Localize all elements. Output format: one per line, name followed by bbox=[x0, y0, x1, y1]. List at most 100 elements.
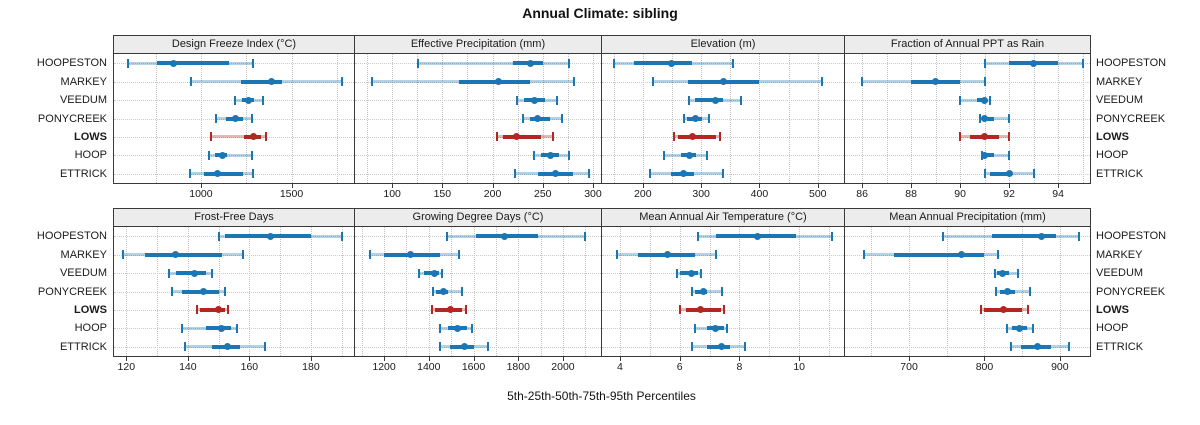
whisker-cap bbox=[726, 323, 729, 333]
axis-tick-label: 4 bbox=[617, 361, 623, 373]
axis-tick-label: 300 bbox=[692, 188, 710, 200]
whisker-cap bbox=[515, 95, 518, 105]
median-dot bbox=[689, 133, 697, 141]
whisker-cap bbox=[513, 169, 516, 179]
site-label-left: ETTRICK bbox=[59, 167, 107, 180]
whisker-cap bbox=[732, 58, 735, 68]
whisker-cap bbox=[567, 150, 570, 160]
whisker-cap bbox=[1081, 58, 1084, 68]
x-axis-label: 5th-25th-50th-75th-95th Percentiles bbox=[507, 389, 696, 403]
median-dot bbox=[552, 170, 560, 178]
plot-area bbox=[354, 53, 602, 184]
panel-x-axis: 700 800 900 bbox=[844, 357, 1091, 375]
median-dot bbox=[231, 115, 239, 122]
iqr-band-25-75 bbox=[695, 98, 723, 103]
row-guide bbox=[114, 309, 354, 311]
row-guide bbox=[355, 63, 601, 65]
whisker-cap bbox=[651, 77, 654, 87]
trellis-panel: Mean Annual Air Temperature (°C) 4 6 8 10 bbox=[601, 208, 845, 376]
site-label-right: HOOPESTON bbox=[1096, 57, 1167, 70]
site-label-left: HOOP bbox=[74, 149, 107, 162]
panel-x-axis: 1200 1400 1600 1800 2000 bbox=[354, 357, 602, 375]
site-label-right: HOOP bbox=[1096, 322, 1129, 335]
row-guide bbox=[845, 291, 1090, 293]
axis-tick-label: 300 bbox=[584, 188, 602, 200]
median-dot bbox=[1015, 324, 1023, 332]
whisker-cap bbox=[521, 114, 524, 123]
row-guide bbox=[114, 254, 354, 256]
row-guide bbox=[845, 100, 1090, 102]
row-guide bbox=[602, 100, 844, 102]
axis-tick bbox=[642, 184, 644, 188]
whisker-cap bbox=[567, 58, 570, 68]
site-label-right: LOWS bbox=[1096, 303, 1129, 316]
whisker-band-5-95 bbox=[209, 153, 252, 157]
site-label-left: HOOPESTON bbox=[36, 230, 107, 243]
strip-title: Elevation (m) bbox=[690, 38, 756, 50]
axis-tick-label: 140 bbox=[179, 361, 197, 373]
whisker-cap bbox=[696, 231, 699, 241]
site-label-right: HOOP bbox=[1096, 149, 1129, 162]
axis-tick-label: 900 bbox=[1051, 361, 1069, 373]
whisker-cap bbox=[690, 287, 693, 296]
axis-tick bbox=[249, 357, 251, 361]
whisker-cap bbox=[263, 342, 266, 352]
trellis-panel: Mean Annual Precipitation (mm) 700 800 900 bbox=[844, 208, 1091, 376]
row-guide bbox=[355, 346, 601, 348]
strip-title: Growing Degree Days (°C) bbox=[412, 211, 544, 223]
whisker-cap bbox=[495, 132, 498, 142]
axis-tick bbox=[960, 184, 962, 188]
whisker-cap bbox=[441, 268, 444, 278]
whisker-cap bbox=[720, 287, 723, 296]
panel-strip: Effective Precipitation (mm) bbox=[354, 35, 602, 54]
whisker-cap bbox=[1027, 305, 1030, 315]
whisker-band-5-95 bbox=[979, 117, 1010, 120]
axis-tick bbox=[291, 184, 293, 188]
row-guide bbox=[602, 118, 844, 120]
plot-area bbox=[113, 53, 355, 184]
row-guide bbox=[355, 100, 601, 102]
median-dot bbox=[999, 306, 1007, 314]
panel-strip: Mean Annual Precipitation (mm) bbox=[844, 208, 1091, 227]
whisker-cap bbox=[699, 268, 702, 278]
whisker-cap bbox=[223, 287, 226, 296]
iqr-band-25-75 bbox=[502, 134, 541, 139]
whisker-cap bbox=[675, 268, 678, 278]
site-label-left: VEEDUM bbox=[59, 267, 107, 280]
axis-tick-label: 120 bbox=[117, 361, 136, 373]
axis-tick bbox=[384, 357, 386, 361]
whisker-cap bbox=[532, 150, 535, 160]
whisker-cap bbox=[457, 250, 460, 260]
iqr-band-25-75 bbox=[989, 171, 1012, 176]
whisker-cap bbox=[1008, 150, 1011, 160]
iqr-band-25-75 bbox=[144, 252, 222, 257]
median-dot bbox=[932, 78, 940, 86]
whisker-band-5-95 bbox=[960, 98, 990, 102]
whisker-cap bbox=[560, 114, 563, 123]
whisker-cap bbox=[723, 305, 726, 315]
whisker-band-5-95 bbox=[210, 135, 267, 139]
whisker-cap bbox=[861, 77, 864, 87]
median-dot bbox=[534, 115, 542, 122]
median-dot bbox=[190, 269, 198, 277]
median-dot bbox=[981, 133, 989, 141]
axis-tick-label: 150 bbox=[433, 188, 452, 200]
axis-tick bbox=[799, 357, 801, 361]
axis-tick-label: 180 bbox=[302, 361, 320, 373]
row-guide bbox=[845, 63, 1090, 65]
median-dot bbox=[215, 306, 223, 314]
whisker-cap bbox=[252, 169, 255, 179]
whisker-cap bbox=[551, 132, 554, 142]
iqr-band-25-75 bbox=[459, 79, 530, 84]
median-dot bbox=[712, 324, 720, 332]
axis-tick-label: 200 bbox=[634, 188, 652, 200]
site-label-left: VEEDUM bbox=[59, 94, 107, 107]
whisker-cap bbox=[1028, 287, 1031, 296]
whisker-cap bbox=[251, 58, 254, 68]
row-guide bbox=[845, 273, 1090, 275]
whisker-cap bbox=[438, 323, 441, 333]
whisker-cap bbox=[997, 250, 1000, 260]
row-guide bbox=[114, 63, 354, 65]
trellis-panel: Effective Precipitation (mm) 100 150 200 250… bbox=[354, 35, 602, 203]
axis-tick bbox=[492, 184, 494, 188]
